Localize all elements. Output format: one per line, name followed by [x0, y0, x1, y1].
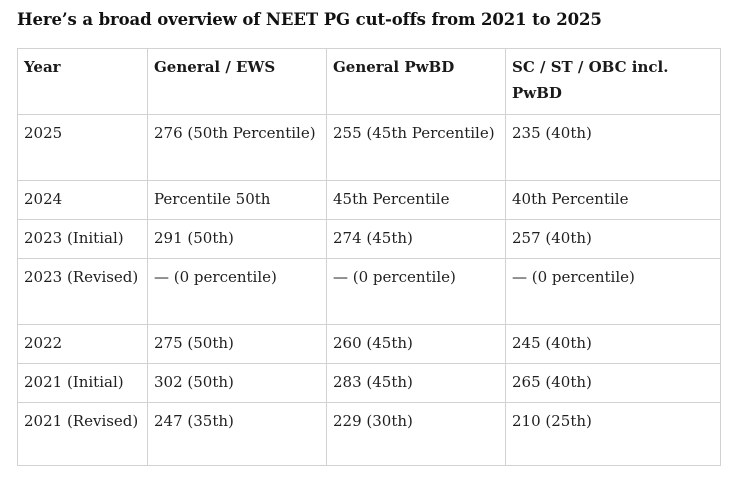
table-row: 2022 275 (50th) 260 (45th) 245 (40th) — [17, 324, 721, 364]
table-row: 2024 Percentile 50th 45th Percentile 40t… — [17, 180, 721, 220]
cell-sc-st-obc: 40th Percentile — [505, 180, 721, 220]
cell-year: 2021 (Initial) — [17, 363, 148, 403]
header-general-ews: General / EWS — [147, 48, 327, 115]
table-row: 2023 (Initial) 291 (50th) 274 (45th) 257… — [17, 219, 721, 259]
cell-general-pwbd: 260 (45th) — [326, 324, 506, 364]
cell-general-ews: — (0 percentile) — [147, 258, 327, 325]
cell-sc-st-obc: 265 (40th) — [505, 363, 721, 403]
cell-sc-st-obc: — (0 percentile) — [505, 258, 721, 325]
cell-general-pwbd: 45th Percentile — [326, 180, 506, 220]
table-row: 2021 (Revised) 247 (35th) 229 (30th) 210… — [17, 402, 721, 466]
header-general-pwbd: General PwBD — [326, 48, 506, 115]
cutoff-table: Year General / EWS General PwBD SC / ST … — [17, 48, 721, 466]
table-row: 2025 276 (50th Percentile) 255 (45th Per… — [17, 114, 721, 181]
header-year: Year — [17, 48, 148, 115]
cell-general-ews: 291 (50th) — [147, 219, 327, 259]
cell-year: 2022 — [17, 324, 148, 364]
cell-year: 2023 (Revised) — [17, 258, 148, 325]
cell-general-pwbd: — (0 percentile) — [326, 258, 506, 325]
cell-year: 2021 (Revised) — [17, 402, 148, 466]
cell-general-ews: 302 (50th) — [147, 363, 327, 403]
cell-general-ews: 247 (35th) — [147, 402, 327, 466]
cell-year: 2023 (Initial) — [17, 219, 148, 259]
cell-general-ews: 275 (50th) — [147, 324, 327, 364]
cell-year: 2025 — [17, 114, 148, 181]
table-row: 2021 (Initial) 302 (50th) 283 (45th) 265… — [17, 363, 721, 403]
cell-general-pwbd: 255 (45th Percentile) — [326, 114, 506, 181]
cell-sc-st-obc: 210 (25th) — [505, 402, 721, 466]
cell-general-ews: 276 (50th Percentile) — [147, 114, 327, 181]
cell-sc-st-obc: 235 (40th) — [505, 114, 721, 181]
cell-general-pwbd: 229 (30th) — [326, 402, 506, 466]
table-header-row: Year General / EWS General PwBD SC / ST … — [17, 48, 721, 115]
header-sc-st-obc: SC / ST / OBC incl. PwBD — [505, 48, 721, 115]
cell-year: 2024 — [17, 180, 148, 220]
cell-general-pwbd: 274 (45th) — [326, 219, 506, 259]
cell-sc-st-obc: 245 (40th) — [505, 324, 721, 364]
page-heading: Here’s a broad overview of NEET PG cut-o… — [17, 10, 602, 29]
table-row: 2023 (Revised) — (0 percentile) — (0 per… — [17, 258, 721, 325]
cell-general-pwbd: 283 (45th) — [326, 363, 506, 403]
cell-general-ews: Percentile 50th — [147, 180, 327, 220]
cell-sc-st-obc: 257 (40th) — [505, 219, 721, 259]
